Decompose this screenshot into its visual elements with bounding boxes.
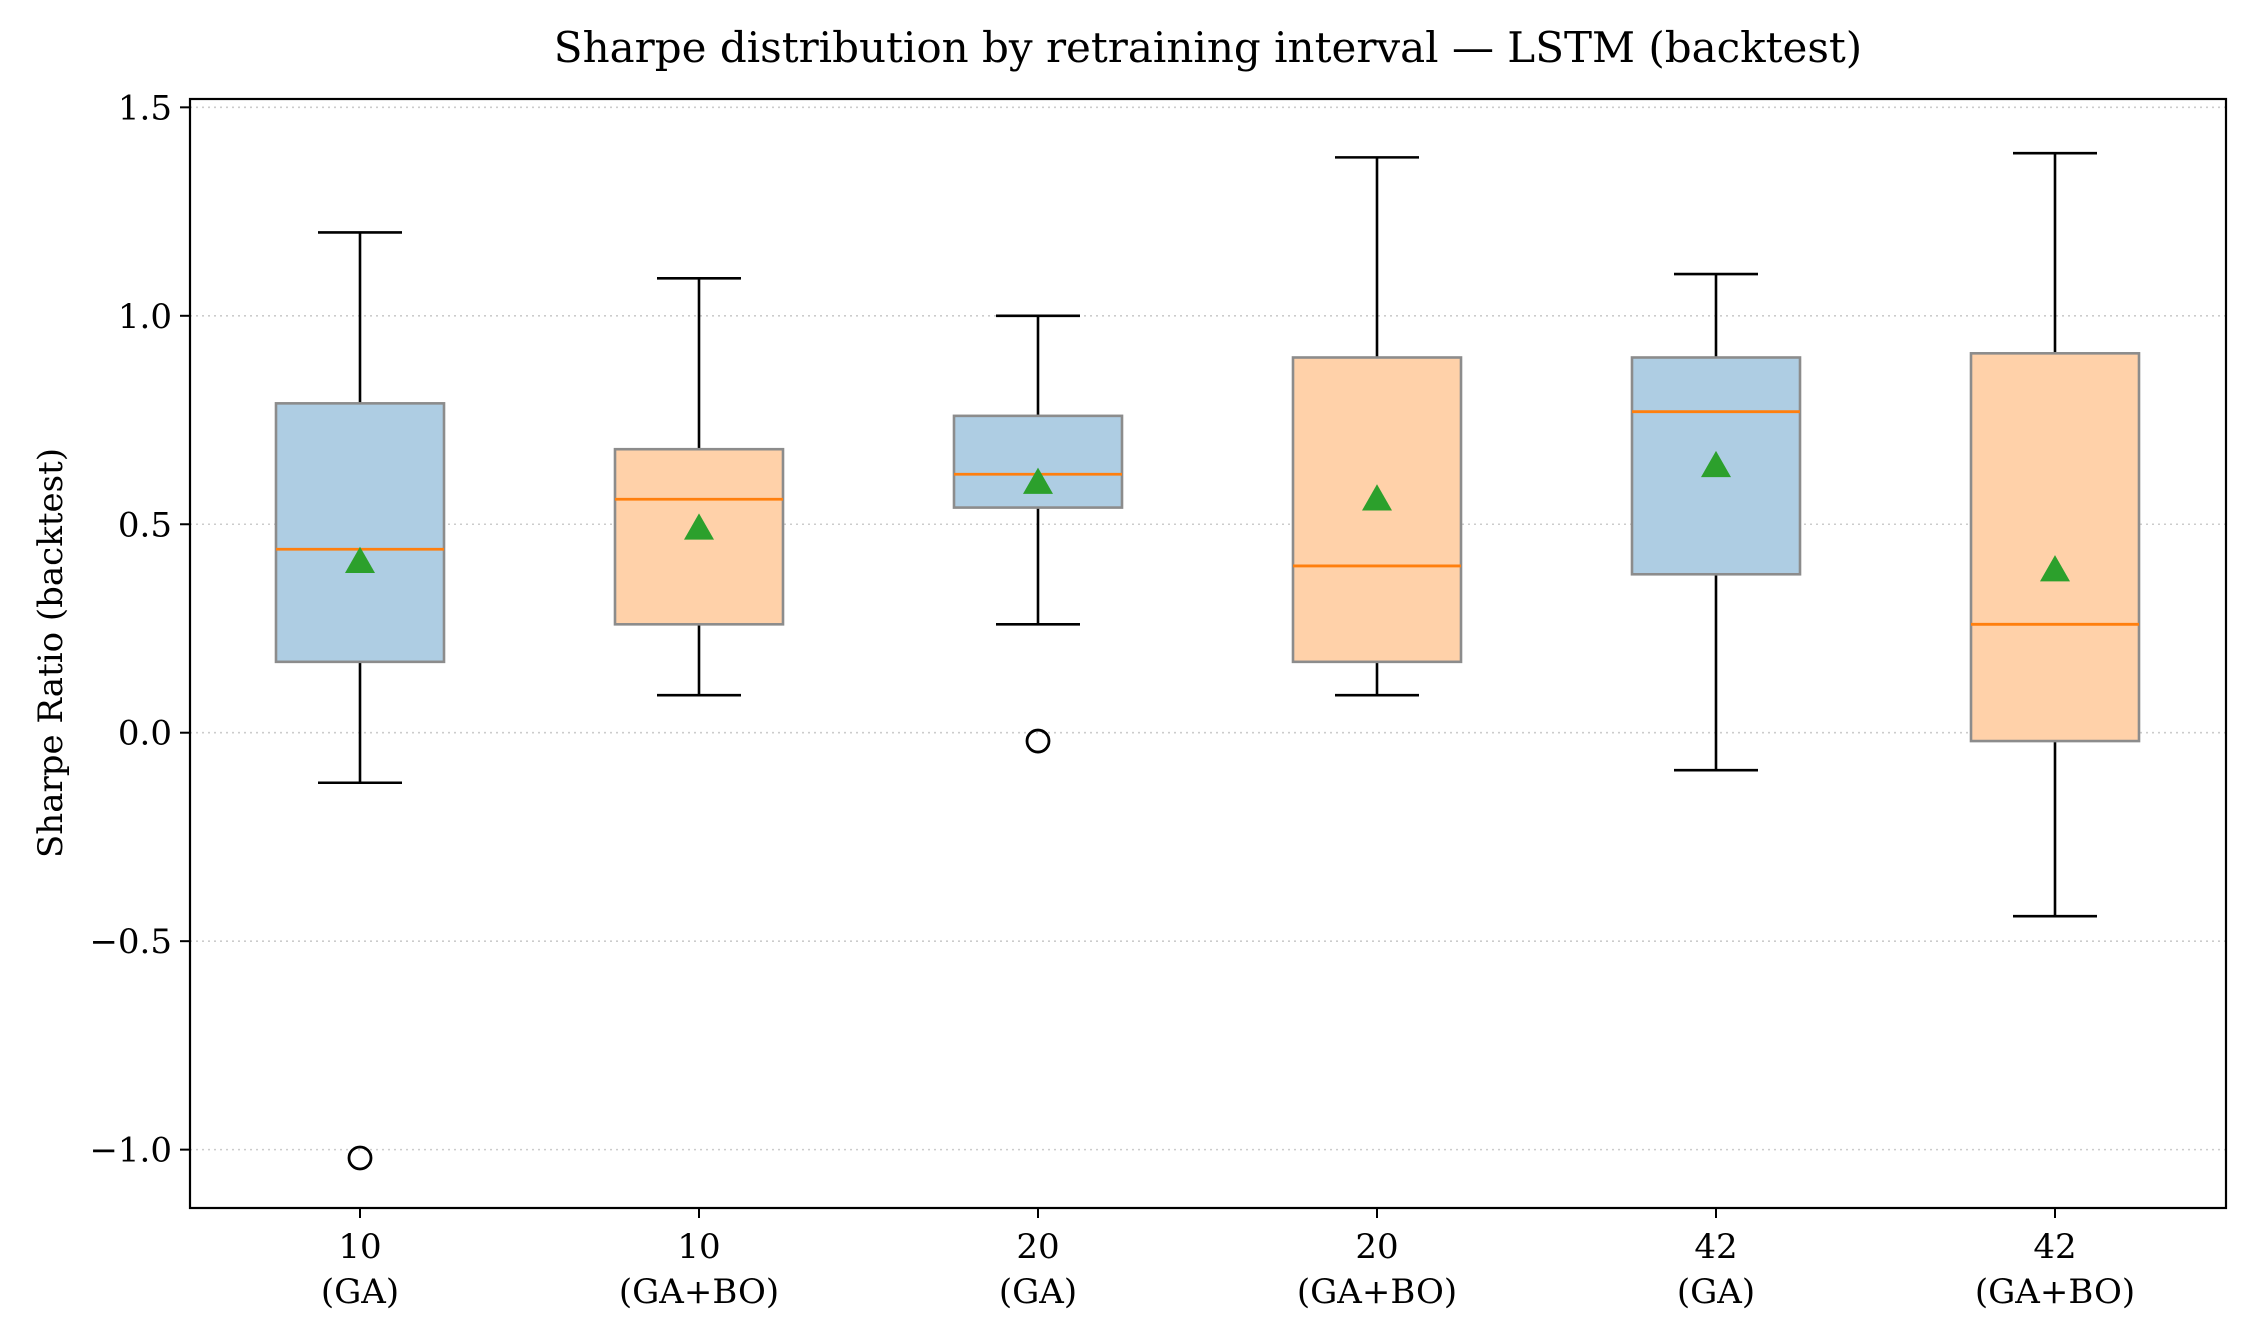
y-axis: −1.0 −0.5 0.0 0.5 1.0 1.5 <box>89 88 190 1171</box>
box-group <box>1291 156 1463 697</box>
iqr-box <box>1969 352 2141 743</box>
y-tick-label: 0.5 <box>118 505 172 545</box>
grid-lines <box>190 106 2226 1151</box>
y-tick-label: 1.0 <box>118 297 172 337</box>
y-tick-label: 1.5 <box>118 88 172 128</box>
y-tick-label: −0.5 <box>89 922 172 962</box>
box-plots <box>274 151 2141 1171</box>
y-tick-label: 0.0 <box>118 714 172 754</box>
x-tick-label-line2: (GA+BO) <box>619 1272 779 1312</box>
iqr-box <box>952 414 1124 509</box>
y-tick-label: −1.0 <box>89 1131 172 1171</box>
chart-title: Sharpe distribution by retraining interv… <box>554 23 1862 72</box>
outlier-point <box>1025 728 1051 754</box>
x-tick-label-line1: 42 <box>2033 1227 2076 1267</box>
x-tick-label-line1: 42 <box>1694 1227 1737 1267</box>
x-tick-label-line2: (GA) <box>321 1272 399 1312</box>
x-tick-label-line1: 10 <box>677 1227 720 1267</box>
box-group <box>274 231 446 1171</box>
x-tick-label-line1: 20 <box>1355 1227 1398 1267</box>
mean-marker <box>1362 484 1392 511</box>
x-axis: 10 (GA) 10 (GA+BO) 20 (GA) 20 (GA+BO) 42 (GA) 42 (G… <box>321 1208 2135 1312</box>
x-tick-label-line1: 10 <box>338 1227 381 1267</box>
x-tick-label-line1: 20 <box>1016 1227 1059 1267</box>
mean-marker <box>684 513 714 540</box>
mean-marker <box>345 546 375 574</box>
plot-area-frame <box>188 97 2228 1210</box>
iqr-box <box>274 402 446 664</box>
x-tick-label-line2: (GA+BO) <box>1975 1272 2135 1312</box>
box-group <box>952 314 1124 754</box>
x-tick-label-line2: (GA) <box>999 1272 1077 1312</box>
outlier-point <box>347 1145 373 1171</box>
x-tick-label-line2: (GA) <box>1677 1272 1755 1312</box>
x-tick-label-line2: (GA+BO) <box>1297 1272 1457 1312</box>
box-group <box>1969 151 2141 918</box>
box-group <box>1630 272 1802 772</box>
y-axis-label: Sharpe Ratio (backtest) <box>31 448 71 858</box>
mean-marker <box>2040 555 2070 582</box>
mean-marker <box>1701 450 1731 478</box>
mean-marker <box>1023 467 1053 494</box>
box-group <box>613 276 785 697</box>
